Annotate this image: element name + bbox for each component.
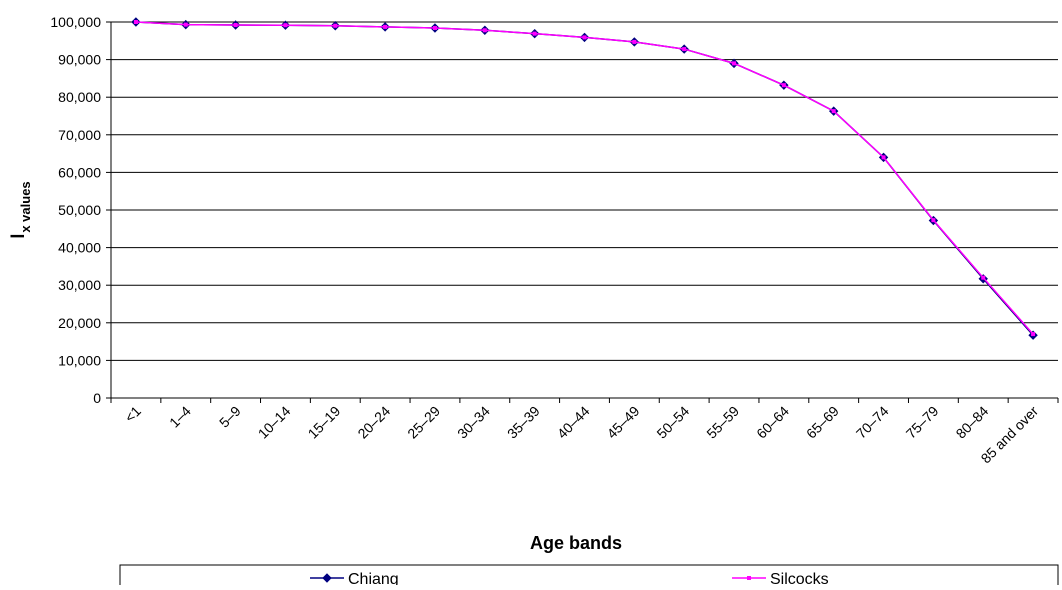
x-tick-label: 40–44 bbox=[554, 403, 593, 442]
legend-label: Chiang bbox=[348, 571, 399, 585]
data-point bbox=[732, 61, 737, 66]
y-tick-label: 100,000 bbox=[50, 14, 101, 30]
x-tick-labels: <1 1–4 5–9 10–14 15–19 20–24 25–29 30–34 35–39 40… bbox=[121, 403, 1041, 467]
legend-item-silcocks: Silcocks bbox=[732, 571, 829, 588]
x-tick-label: 35–39 bbox=[504, 403, 543, 442]
x-tick-label: 45–49 bbox=[604, 403, 643, 442]
y-tick-label: 60,000 bbox=[58, 164, 101, 180]
series-silcocks bbox=[133, 20, 1036, 337]
x-tick-label: 50–54 bbox=[653, 403, 692, 442]
y-tick-label: 20,000 bbox=[58, 315, 101, 331]
y-tick-label: 80,000 bbox=[58, 89, 101, 105]
data-point bbox=[482, 28, 487, 33]
data-point bbox=[383, 24, 388, 29]
x-tick-label: 1–4 bbox=[166, 403, 194, 431]
y-axis-title-sub: x values bbox=[18, 181, 33, 232]
x-tick-label: 65–69 bbox=[803, 403, 842, 442]
data-point bbox=[747, 576, 751, 580]
y-tick-labels: 0 10,000 20,000 30,000 40,000 50,000 60,000 70,… bbox=[50, 14, 101, 406]
data-point bbox=[532, 31, 537, 36]
y-tick-label: 0 bbox=[93, 390, 101, 406]
data-point bbox=[582, 35, 587, 40]
series bbox=[131, 17, 1038, 340]
y-axis-title: l x values bbox=[8, 181, 33, 238]
data-point bbox=[682, 47, 687, 52]
data-point bbox=[931, 218, 936, 223]
y-tick-label: 30,000 bbox=[58, 277, 101, 293]
series-line bbox=[135, 21, 1034, 335]
data-point bbox=[333, 23, 338, 28]
x-tick-label: 80–84 bbox=[953, 403, 992, 442]
x-axis-title: Age bands bbox=[530, 533, 622, 553]
y-axis-title-main: l bbox=[8, 234, 28, 239]
x-tick-label: 10–14 bbox=[255, 403, 294, 442]
y-tick-label: 70,000 bbox=[58, 127, 101, 143]
data-point bbox=[283, 23, 288, 28]
axes bbox=[110, 22, 1059, 403]
data-point bbox=[432, 26, 437, 31]
y-tick-label: 10,000 bbox=[58, 352, 101, 368]
legend-label: Silcocks bbox=[770, 571, 829, 585]
x-tick-label: 70–74 bbox=[853, 403, 892, 442]
y-tick-label: 50,000 bbox=[58, 202, 101, 218]
data-point bbox=[831, 109, 836, 114]
x-tick-label: 20–24 bbox=[354, 403, 393, 442]
y-tick-label: 90,000 bbox=[58, 52, 101, 68]
x-tick-label: 75–79 bbox=[903, 403, 942, 442]
gridlines bbox=[106, 21, 1058, 399]
data-point bbox=[1031, 332, 1036, 337]
data-point bbox=[233, 23, 238, 28]
series-line bbox=[135, 21, 1034, 336]
legend-items: Chiang Silcocks bbox=[310, 571, 829, 588]
x-tick-label: <1 bbox=[121, 403, 144, 426]
data-point bbox=[183, 22, 188, 27]
legend-item-chiang: Chiang bbox=[310, 571, 399, 588]
legend-box bbox=[119, 564, 1059, 590]
data-point bbox=[781, 83, 786, 88]
data-point bbox=[981, 275, 986, 280]
y-tick-label: 40,000 bbox=[58, 240, 101, 256]
x-tick-label: 15–19 bbox=[305, 403, 344, 442]
x-tick-label: 5–9 bbox=[216, 403, 244, 431]
data-point bbox=[133, 20, 138, 24]
x-tick-label: 60–64 bbox=[753, 403, 792, 442]
x-tick-label: 25–29 bbox=[404, 403, 443, 442]
data-point bbox=[881, 155, 886, 160]
x-tick-label: 55–59 bbox=[703, 403, 742, 442]
data-point bbox=[632, 39, 637, 44]
data-point bbox=[322, 573, 332, 583]
x-tick-label: 30–34 bbox=[454, 403, 493, 442]
legend: Chiang Silcocks bbox=[119, 564, 1059, 590]
